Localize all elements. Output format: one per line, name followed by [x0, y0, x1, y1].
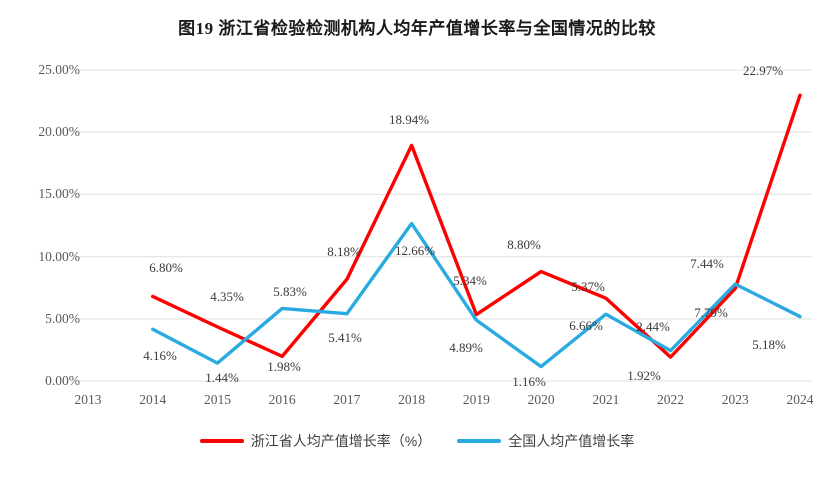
y-tick-label: 15.00%	[38, 186, 80, 202]
data-point-label: 8.80%	[507, 237, 541, 252]
data-point-label: 5.41%	[328, 330, 362, 345]
x-tick-label: 2015	[203, 392, 231, 407]
data-point-label: 1.92%	[627, 368, 661, 383]
legend-label: 浙江省人均产值增长率（%）	[250, 433, 432, 449]
series-line-zhejiang	[151, 93, 802, 359]
data-point-label: 5.83%	[273, 284, 307, 299]
legend-label: 全国人均产值增长率	[508, 433, 635, 449]
x-tick-label: 2019	[462, 392, 490, 407]
y-tick-label: 5.00%	[45, 310, 80, 326]
data-point-label: 22.97%	[742, 63, 784, 78]
x-tick-label: 2016	[268, 392, 296, 407]
data-point-label: 1.16%	[512, 374, 546, 389]
series-lines	[151, 93, 802, 369]
data-point-label: 6.80%	[149, 260, 183, 275]
x-tick-label: 2018	[398, 392, 426, 407]
legend-item[interactable]: 全国人均产值增长率	[457, 431, 634, 451]
data-point-label: 7.79%	[694, 305, 728, 320]
data-point-label: 5.18%	[752, 337, 786, 352]
x-tick-label: 2023	[721, 392, 749, 407]
legend-swatch-zhejiang	[199, 439, 244, 443]
chart-legend: 浙江省人均产值增长率（%） 全国人均产值增长率	[0, 431, 834, 451]
legend-swatch-national	[457, 439, 502, 443]
data-point-label: 5.37%	[571, 279, 605, 294]
data-point-label: 8.18%	[327, 244, 361, 259]
data-point-label: 7.44%	[690, 256, 724, 271]
x-tick-label: 2024	[786, 392, 814, 407]
data-point-label: 5.34%	[453, 273, 487, 288]
x-tick-label: 2014	[139, 392, 167, 407]
data-point-label: 18.94%	[388, 112, 430, 127]
y-tick-label: 20.00%	[38, 124, 80, 140]
data-point-label: 4.89%	[449, 340, 483, 355]
y-tick-label: 25.00%	[38, 62, 80, 77]
data-point-label: 6.66%	[569, 318, 603, 333]
x-tick-label: 2017	[333, 392, 361, 407]
chart-title: 图19 浙江省检验检测机构人均年产值增长率与全国情况的比较	[178, 19, 656, 38]
x-tick-label: 2021	[592, 392, 620, 407]
gridlines	[80, 69, 812, 382]
data-point-label: 12.66%	[394, 243, 436, 258]
y-tick-label: 10.00%	[38, 248, 80, 264]
y-axis: 0.00% 5.00% 10.00% 15.00% 20.00% 25.00%	[14, 0, 80, 479]
data-point-label: 4.16%	[143, 348, 177, 363]
x-tick-label: 2013	[74, 392, 102, 407]
data-point-label: 1.44%	[205, 370, 239, 385]
data-point-label: 1.98%	[267, 359, 301, 374]
x-tick-label: 2020	[527, 392, 555, 407]
series-line-national	[151, 221, 802, 369]
legend-item[interactable]: 浙江省人均产值增长率（%）	[199, 431, 432, 451]
data-point-label: 2.44%	[636, 319, 670, 334]
data-point-label: 4.35%	[210, 289, 244, 304]
x-tick-label: 2022	[657, 392, 685, 407]
y-tick-label: 0.00%	[45, 373, 80, 388]
